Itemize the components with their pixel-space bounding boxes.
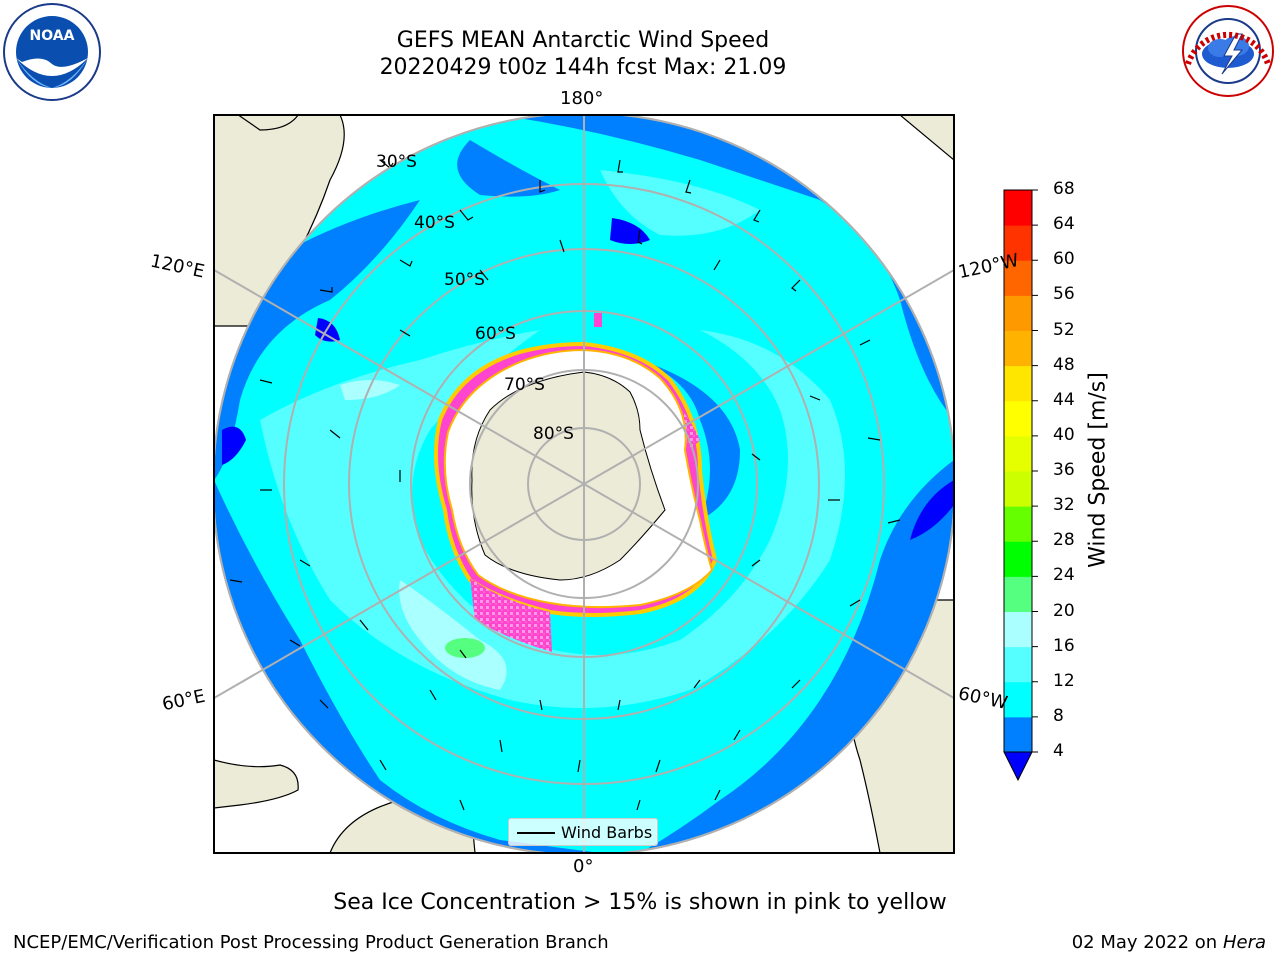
colorbar-segment	[1004, 506, 1032, 542]
noaa-logo-icon: NOAA	[3, 3, 101, 101]
wind-barbs	[229, 159, 901, 811]
colorbar-tick-label: 48	[1053, 354, 1075, 375]
footer-date: 02 May 2022 on Hera	[1072, 932, 1266, 953]
lon-label-180: 180°	[560, 88, 604, 109]
colorbar-extend-arrow	[1003, 751, 1033, 782]
footer-host: Hera	[1222, 932, 1266, 953]
colorbar-tick-label: 24	[1053, 565, 1075, 586]
colorbar-segment	[1004, 576, 1032, 612]
lat-label-50s: 50°S	[444, 270, 485, 290]
colorbar-tick-label: 40	[1053, 424, 1075, 445]
footer-credit: NCEP/EMC/Verification Post Processing Pr…	[13, 932, 609, 953]
graticule	[214, 115, 954, 853]
lat-label-40s: 40°S	[414, 213, 455, 233]
noaa-logo-text: NOAA	[30, 28, 75, 44]
colorbar-tick-label: 28	[1053, 530, 1075, 551]
colorbar-tick-label: 8	[1053, 705, 1064, 726]
colorbar-segment	[1004, 330, 1032, 367]
colorbar-title: Wind Speed [m/s]	[1085, 372, 1111, 568]
colorbar-tick-label: 20	[1053, 600, 1075, 621]
colorbar-segment	[1004, 611, 1032, 648]
lat-label-80s: 80°S	[533, 424, 574, 444]
colorbar-segment	[1004, 365, 1032, 402]
title-line-2: 20220429 t00z 144h fcst Max: 21.09	[379, 55, 787, 80]
legend-label: Wind Barbs	[561, 823, 653, 842]
colorbar-segment	[1004, 541, 1032, 577]
footer-date-text: 02 May 2022 on	[1071, 932, 1218, 953]
colorbar-segment	[1004, 716, 1032, 753]
colorbar-tick-label: 52	[1053, 319, 1075, 340]
colorbar	[1003, 189, 1038, 782]
colorbar-tick-label: 44	[1053, 389, 1075, 410]
colorbar-tick-label: 56	[1053, 284, 1075, 305]
lat-label-70s: 70°S	[504, 375, 545, 395]
nws-logo-icon	[1182, 5, 1274, 97]
lon-label-0: 0°	[573, 856, 594, 877]
colorbar-segment	[1004, 295, 1032, 331]
colorbar-segment	[1004, 435, 1032, 472]
colorbar-tick-label: 64	[1053, 214, 1075, 235]
colorbar-segment	[1004, 646, 1032, 683]
colorbar-tick-label: 60	[1053, 249, 1075, 270]
colorbar-segment	[1004, 225, 1032, 261]
wind-barb-legend-line	[517, 832, 555, 834]
colorbar-tick-label: 4	[1053, 741, 1064, 761]
sea-ice-caption: Sea Ice Concentration > 15% is shown in …	[333, 890, 947, 915]
colorbar-tick-label: 16	[1053, 635, 1075, 656]
colorbar-tick-label: 32	[1053, 495, 1075, 516]
colorbar-tick-label: 12	[1053, 670, 1075, 691]
map-frame	[213, 114, 955, 854]
lat-label-60s: 60°S	[475, 324, 516, 344]
map-legend: Wind Barbs	[508, 818, 658, 846]
title-line-1: GEFS MEAN Antarctic Wind Speed	[396, 28, 770, 53]
colorbar-segment	[1004, 260, 1032, 296]
colorbar-segment	[1004, 471, 1032, 507]
colorbar-tick-label: 68	[1053, 179, 1075, 199]
colorbar-segment	[1004, 681, 1032, 718]
colorbar-segment	[1004, 400, 1032, 437]
chart-title: GEFS MEAN Antarctic Wind Speed 20220429 …	[283, 27, 883, 81]
lat-label-30s: 30°S	[376, 152, 417, 172]
colorbar-tick-label: 36	[1053, 460, 1075, 480]
colorbar-segment	[1004, 190, 1032, 226]
